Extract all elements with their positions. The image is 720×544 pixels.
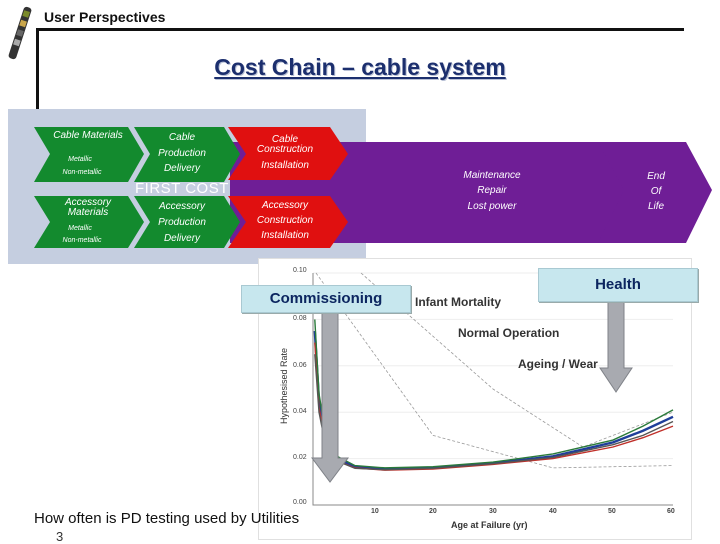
commissioning-callout: Commissioning — [241, 285, 411, 313]
ageing-wear-label: Ageing / Wear — [518, 357, 598, 371]
non-metallic-label-1: Non-metallic — [62, 169, 102, 176]
commissioning-arrow — [311, 309, 349, 483]
life-label: Life — [647, 201, 665, 212]
repair-label: Repair — [477, 185, 507, 196]
accessory-construction-label: Accessory — [261, 200, 309, 211]
x-tick-4: 50 — [608, 508, 616, 515]
x-tick-3: 40 — [549, 508, 557, 515]
infant-mortality-label: Infant Mortality — [415, 295, 501, 309]
accessory-delivery-label: Delivery — [163, 233, 201, 244]
x-tick-1: 20 — [429, 508, 437, 515]
cost-chain-shapes — [34, 127, 712, 248]
normal-operation-label: Normal Operation — [458, 326, 560, 340]
accessory-production-chevron — [134, 196, 240, 248]
accessory-construction-label-2: Construction — [256, 215, 314, 226]
page-title: Cost Chain – cable system — [214, 54, 506, 80]
x-tick-5: 60 — [667, 508, 675, 515]
health-arrow — [599, 299, 633, 393]
cable-delivery-label: Delivery — [163, 163, 201, 174]
y-tick-4: 0.02 — [293, 454, 307, 461]
dashed-series-1 — [360, 272, 674, 448]
y-tick-5: 0.00 — [293, 499, 307, 506]
x-tick-0: 10 — [371, 508, 379, 515]
footer-question: How often is PD testing used by Utilitie… — [34, 510, 300, 527]
accessory-production-label: Accessory — [158, 201, 206, 212]
cable-materials-chevron — [34, 127, 144, 182]
cable-installation-label: Installation — [261, 160, 309, 171]
cable-logo-icon — [8, 6, 32, 60]
cable-production-label-2: Production — [158, 148, 206, 159]
accessory-materials-chevron — [34, 196, 144, 248]
x-tick-2: 30 — [489, 508, 497, 515]
metallic-label-1: Metallic — [68, 156, 92, 163]
cable-construction-label: Cable Construction — [256, 134, 314, 155]
end-of-life-chevron — [598, 142, 712, 243]
accessory-installation-label: Installation — [261, 230, 309, 241]
accessory-materials-label: Accessory Materials — [64, 197, 112, 218]
lost-power-label: Lost power — [467, 201, 517, 212]
cable-production-chevron — [134, 127, 240, 182]
y-tick-0: 0.10 — [293, 267, 307, 274]
accessory-construction-chevron — [228, 196, 348, 248]
first-cost-label: FIRST COST — [135, 180, 229, 197]
cable-construction-chevron — [228, 127, 348, 180]
metallic-label-2: Metallic — [68, 225, 92, 232]
header-divider — [38, 28, 684, 31]
chart-axes — [312, 273, 673, 506]
cable-production-label: Cable — [168, 132, 196, 143]
non-metallic-label-2: Non-metallic — [62, 237, 102, 244]
page-number: 3 — [56, 529, 64, 544]
x-axis-label: Age at Failure (yr) — [451, 520, 528, 530]
end-label: End — [647, 171, 665, 182]
y-tick-1: 0.08 — [293, 315, 307, 322]
left-divider — [36, 28, 39, 110]
y-tick-3: 0.04 — [293, 408, 307, 415]
cable-materials-label: Cable Materials — [53, 130, 123, 141]
dashed-series-0 — [315, 272, 674, 469]
maintenance-label: Maintenance — [463, 170, 521, 181]
health-callout: Health — [538, 268, 698, 302]
header-title: User Perspectives — [44, 9, 166, 25]
of-label: Of — [650, 186, 662, 197]
accessory-production-label-2: Production — [158, 217, 206, 228]
y-tick-2: 0.06 — [293, 362, 307, 369]
